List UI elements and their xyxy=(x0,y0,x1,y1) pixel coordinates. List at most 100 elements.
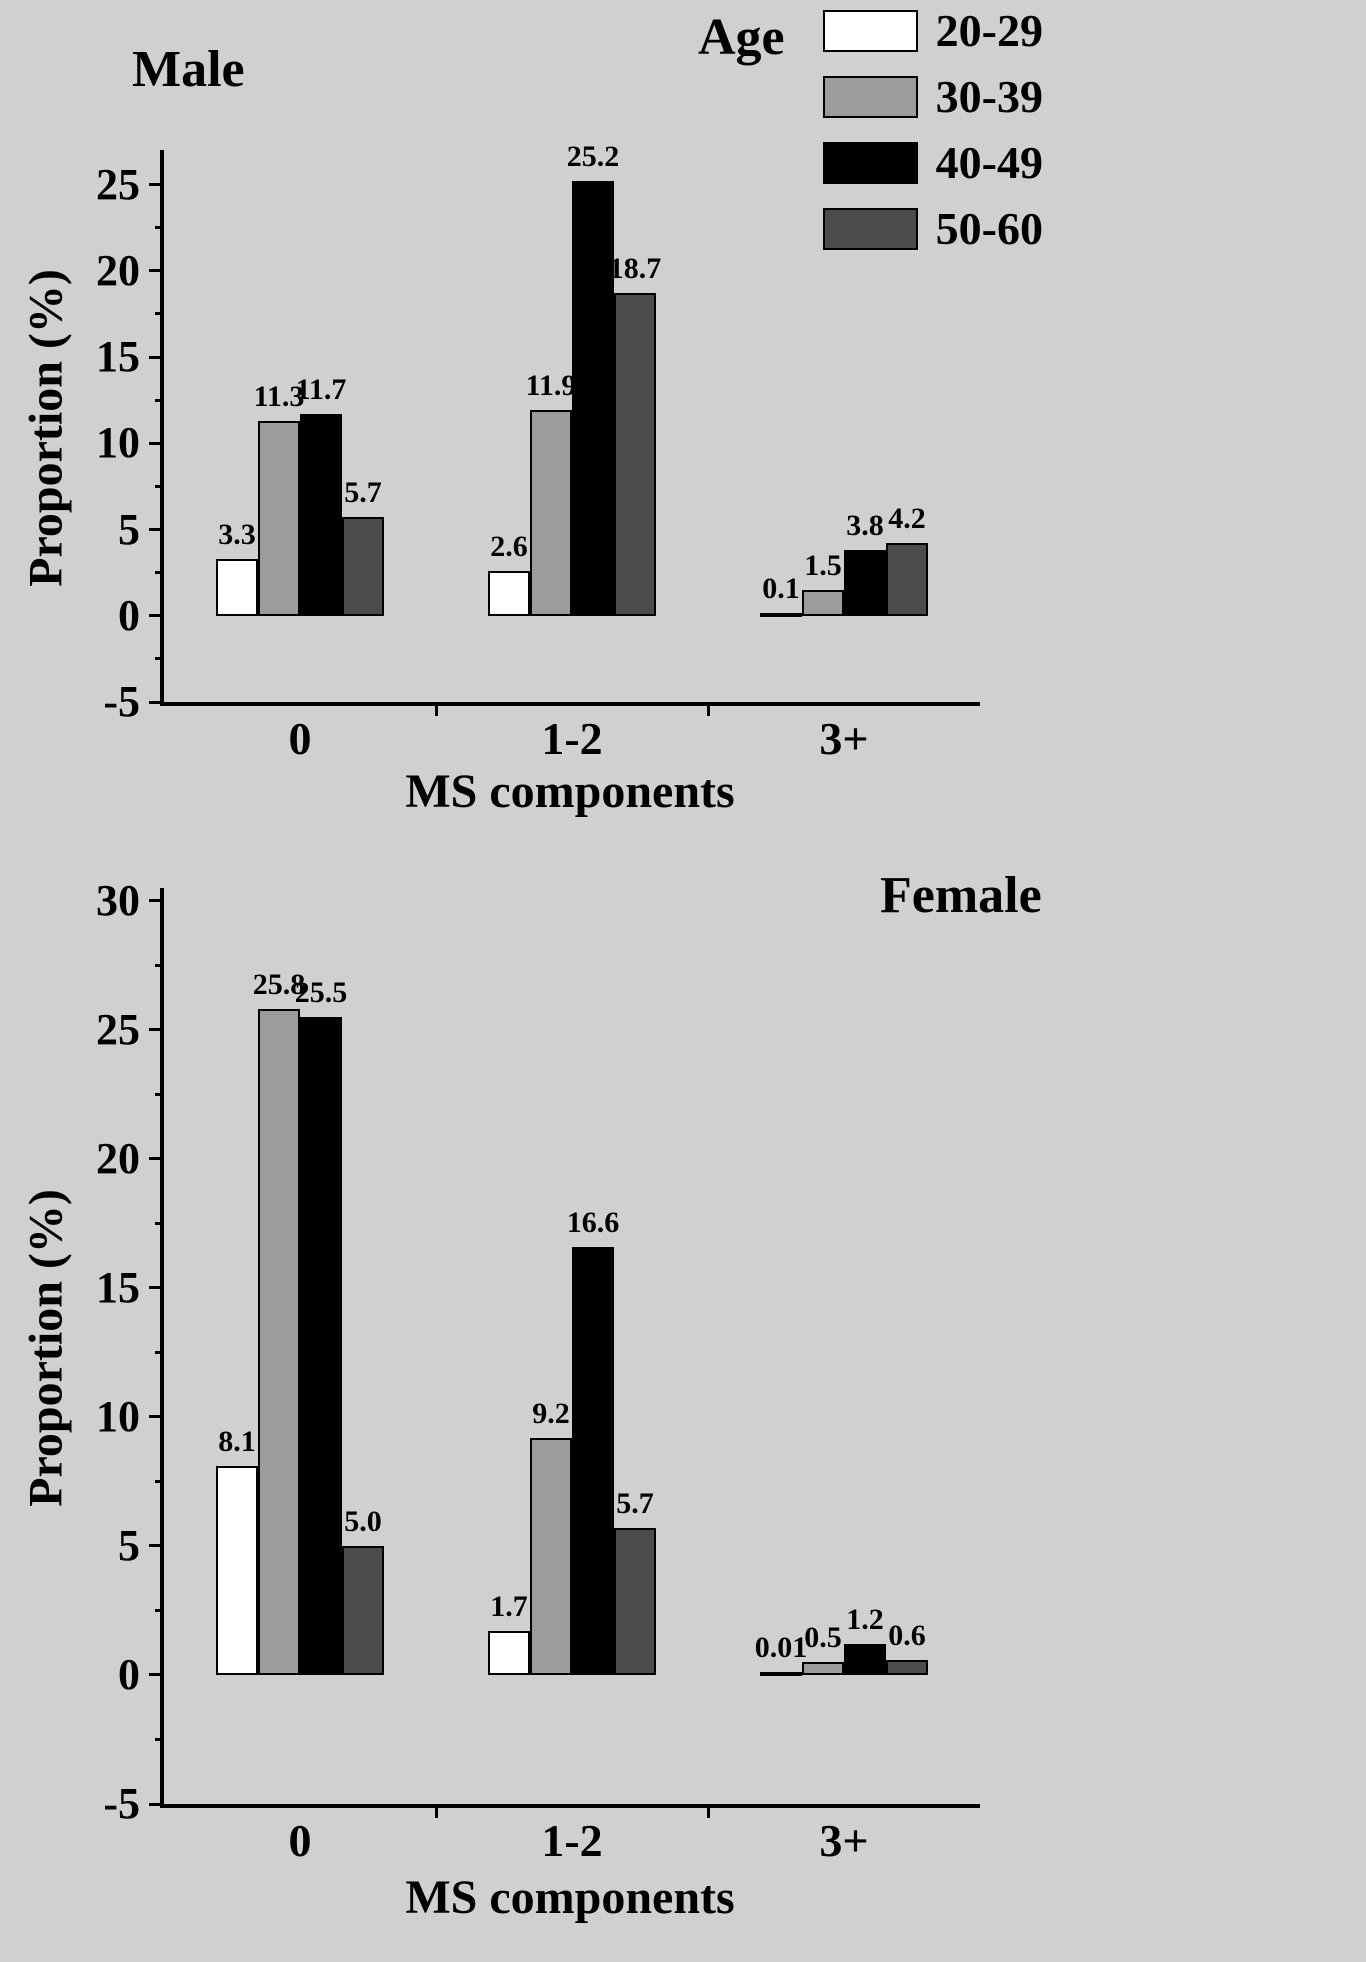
male-y-axis-minor-tick xyxy=(155,571,164,575)
female-y-axis-tick xyxy=(149,899,164,903)
female-y-axis-minor-tick xyxy=(155,963,164,967)
female-y-axis-tick xyxy=(149,1028,164,1032)
female-y-axis-tick-label: 5 xyxy=(118,1520,140,1570)
male-plot-area: -5 0 5 10 15 20 25 0 3.3 11.3 11.7 5.7 1-2 2.6 11.9 25.… xyxy=(96,140,980,762)
male-y-axis-tick-label: -5 xyxy=(103,677,140,726)
female-bar-1-2-20-29 xyxy=(488,1631,530,1675)
legend-entry-40-49: 40-49 xyxy=(822,137,1043,188)
male-bar-value-label: 11.7 xyxy=(295,372,347,406)
male-y-axis-tick-label: 5 xyxy=(118,504,140,554)
male-x-axis-label: MS components xyxy=(405,765,735,818)
male-bar-1-2-20-29 xyxy=(488,570,530,616)
female-bar-value-label: 0.01 xyxy=(754,1630,808,1664)
male-x-axis-tick xyxy=(434,702,438,716)
legend-swatch-30-39 xyxy=(822,76,918,118)
male-bar-0-50-60 xyxy=(342,517,384,616)
male-bar-1-2-50-60 xyxy=(614,293,656,616)
legend-entry-label: 40-49 xyxy=(935,137,1043,188)
male-bar-value-label: 11.9 xyxy=(525,369,577,403)
female-y-axis-tick xyxy=(149,1673,164,1677)
male-bar-1-2-40-49 xyxy=(572,181,614,616)
legend-entry-20-29: 20-29 xyxy=(822,5,1043,56)
female-bar-value-label: 8.1 xyxy=(218,1424,256,1458)
female-bar-3+-40-49 xyxy=(844,1644,886,1675)
legend-entry-label: 20-29 xyxy=(935,5,1043,56)
female-plot-area: -5 0 5 10 15 20 25 30 0 8.1 25.8 25.5 5.0 1-2 1.7 9.2 16… xyxy=(96,878,980,1864)
male-chart-title: Male xyxy=(132,41,245,98)
male-chart: Male Age 20-29 30-39 40-49 50-60 Proportion… xyxy=(0,0,1366,840)
male-y-axis-tick xyxy=(149,269,164,273)
legend-entry-label: 50-60 xyxy=(935,203,1043,254)
legend-entry-50-60: 50-60 xyxy=(822,203,1043,254)
female-bar-value-label: 0.5 xyxy=(804,1621,842,1655)
male-bar-value-label: 4.2 xyxy=(888,502,926,536)
legend-title: Age xyxy=(698,9,785,66)
female-y-axis-minor-tick xyxy=(155,1608,164,1612)
female-bar-1-2-30-39 xyxy=(530,1437,572,1675)
legend-entry-30-39: 30-39 xyxy=(822,71,1043,122)
female-x-axis-tick xyxy=(706,1804,710,1818)
male-bar-value-label: 1.5 xyxy=(804,548,842,582)
female-bar-value-label: 1.7 xyxy=(490,1590,528,1624)
female-x-axis-tick xyxy=(434,1804,438,1818)
legend-entries: 20-29 30-39 40-49 50-60 xyxy=(822,5,1043,254)
male-bar-1-2-30-39 xyxy=(530,410,572,616)
male-y-axis-tick xyxy=(149,528,164,531)
female-y-axis-tick-label: 0 xyxy=(118,1649,140,1699)
female-bar-0-30-39 xyxy=(258,1009,300,1675)
female-x-axis-tick-label: 3+ xyxy=(819,1815,869,1866)
female-bar-0-40-49 xyxy=(300,1017,342,1675)
female-y-axis-tick-label: 10 xyxy=(96,1391,140,1441)
male-y-axis-minor-tick xyxy=(155,226,164,230)
male-y-axis-tick xyxy=(149,183,164,186)
age-legend: Age 20-29 30-39 40-49 50-60 xyxy=(698,8,1043,252)
female-bar-value-label: 5.7 xyxy=(616,1486,654,1520)
female-bar-value-label: 5.0 xyxy=(344,1504,382,1538)
female-y-axis-tick-label: 30 xyxy=(96,875,140,925)
female-bar-3+-20-29 xyxy=(760,1671,802,1676)
male-y-axis-tick xyxy=(149,614,164,618)
legend-swatch-20-29 xyxy=(822,10,918,52)
male-y-axis-minor-tick xyxy=(155,312,164,316)
male-bar-3+-20-29 xyxy=(760,612,802,617)
female-y-axis-tick xyxy=(149,1544,164,1548)
male-bar-value-label: 3.8 xyxy=(846,509,884,543)
male-bar-value-label: 18.7 xyxy=(608,252,662,286)
female-bar-value-label: 16.6 xyxy=(566,1205,620,1239)
male-bar-0-40-49 xyxy=(300,413,342,616)
male-y-axis-tick-label: 20 xyxy=(96,245,140,295)
female-bar-1-2-40-49 xyxy=(572,1246,614,1675)
male-y-axis-tick xyxy=(149,441,164,445)
male-y-axis-minor-tick xyxy=(155,657,164,661)
male-bar-3+-30-39 xyxy=(802,589,844,616)
female-bar-value-label: 25.8 xyxy=(252,968,306,1002)
male-bar-3+-50-60 xyxy=(886,543,928,616)
female-x-axis-tick-label: 1-2 xyxy=(541,1815,603,1866)
female-bar-value-label: 0.6 xyxy=(888,1618,926,1652)
male-x-axis-tick-label: 0 xyxy=(288,713,312,764)
male-bar-value-label: 0.1 xyxy=(762,571,800,605)
male-bar-value-label: 5.7 xyxy=(344,476,382,510)
male-y-axis-tick-label: 10 xyxy=(96,418,140,468)
male-y-axis-tick xyxy=(149,700,164,704)
female-y-axis-tick xyxy=(149,1415,164,1419)
male-bar-value-label: 3.3 xyxy=(218,517,256,551)
male-y-axis-minor-tick xyxy=(155,398,164,402)
female-y-axis-tick-label: 15 xyxy=(96,1262,140,1312)
female-y-axis-minor-tick xyxy=(155,1221,164,1225)
female-bar-0-20-29 xyxy=(216,1465,258,1675)
female-x-axis-label: MS components xyxy=(405,1871,735,1924)
female-y-axis-tick xyxy=(149,1286,164,1290)
male-y-axis-tick-label: 25 xyxy=(96,159,140,209)
legend-entry-label: 30-39 xyxy=(935,71,1043,122)
female-chart: Female Proportion (%) -5 0 5 10 15 20 25 30 0 8.1… xyxy=(0,840,1366,1962)
female-y-axis-minor-tick xyxy=(155,1350,164,1354)
female-bar-value-label: 25.5 xyxy=(294,976,348,1009)
male-x-axis-tick-label: 3+ xyxy=(819,713,869,764)
male-y-axis-tick xyxy=(149,355,164,359)
female-bar-3+-30-39 xyxy=(802,1662,844,1675)
female-y-axis-tick-label: 20 xyxy=(96,1133,140,1183)
male-bar-3+-40-49 xyxy=(844,550,886,616)
female-y-axis-label: Proportion (%) xyxy=(19,1189,73,1507)
